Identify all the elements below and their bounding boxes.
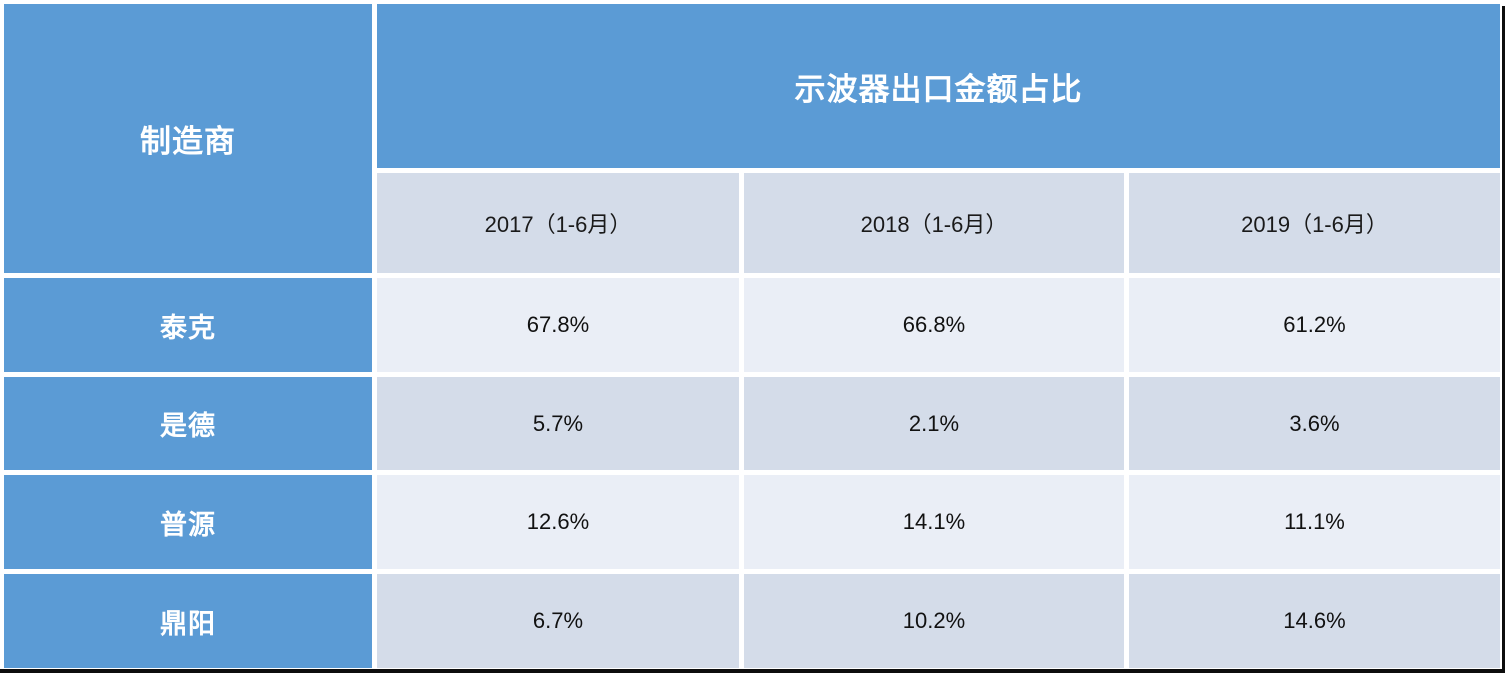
value-cell: 14.6% — [1129, 574, 1500, 668]
table-right-edge — [1502, 6, 1505, 673]
value-cell: 3.6% — [1129, 377, 1500, 470]
year-header-2019: 2019（1-6月） — [1129, 173, 1500, 273]
manufacturer-cell-puyuan: 普源 — [4, 475, 372, 569]
year-header-2017: 2017（1-6月） — [377, 173, 739, 273]
value-cell: 2.1% — [744, 377, 1124, 470]
value-cell: 10.2% — [744, 574, 1124, 668]
value-cell: 67.8% — [377, 278, 739, 372]
value-cell: 66.8% — [744, 278, 1124, 372]
value-cell: 61.2% — [1129, 278, 1500, 372]
table-grid: 制造商 示波器出口金额占比 2017（1-6月） 2018（1-6月） 2019… — [4, 4, 1500, 668]
manufacturer-cell-shide: 是德 — [4, 377, 372, 470]
value-cell: 11.1% — [1129, 475, 1500, 569]
value-cell: 12.6% — [377, 475, 739, 569]
value-cell: 6.7% — [377, 574, 739, 668]
table-bottom-edge — [0, 669, 1504, 673]
year-header-2018: 2018（1-6月） — [744, 173, 1124, 273]
value-cell: 5.7% — [377, 377, 739, 470]
table-title: 示波器出口金额占比 — [377, 4, 1500, 168]
manufacturer-column-header: 制造商 — [4, 4, 372, 273]
manufacturer-cell-dingyang: 鼎阳 — [4, 574, 372, 668]
value-cell: 14.1% — [744, 475, 1124, 569]
manufacturer-cell-taike: 泰克 — [4, 278, 372, 372]
